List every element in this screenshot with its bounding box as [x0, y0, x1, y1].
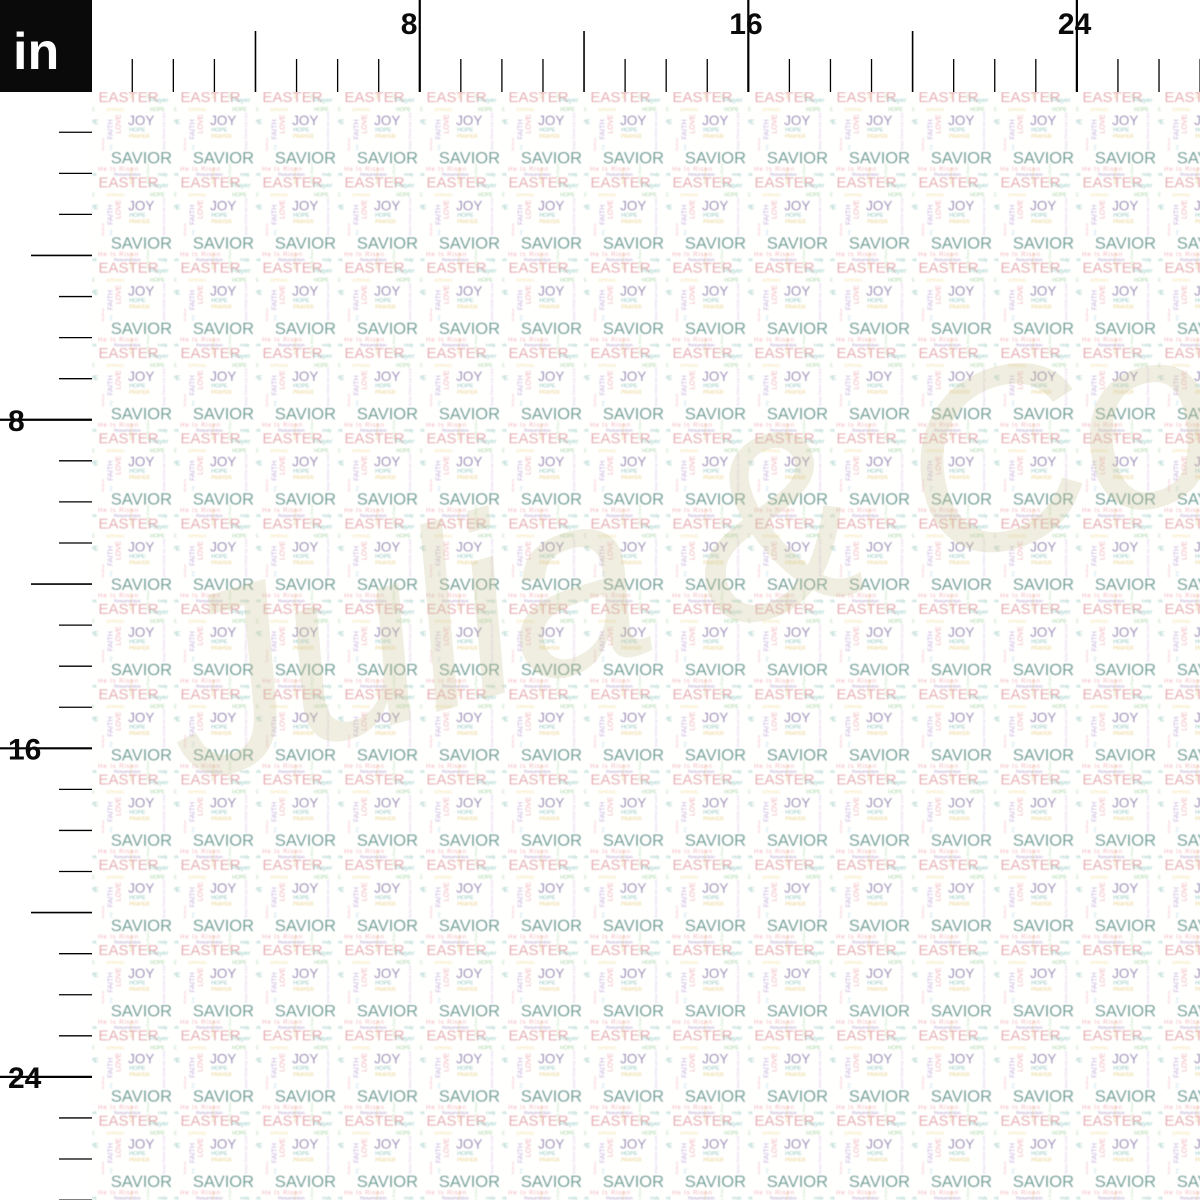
svg-text:16: 16 [729, 8, 762, 41]
svg-text:in: in [13, 23, 59, 81]
svg-text:8: 8 [401, 8, 418, 41]
svg-text:8: 8 [8, 405, 25, 438]
svg-text:24: 24 [8, 1062, 42, 1095]
svg-text:16: 16 [8, 733, 41, 766]
svg-text:24: 24 [1058, 8, 1092, 41]
